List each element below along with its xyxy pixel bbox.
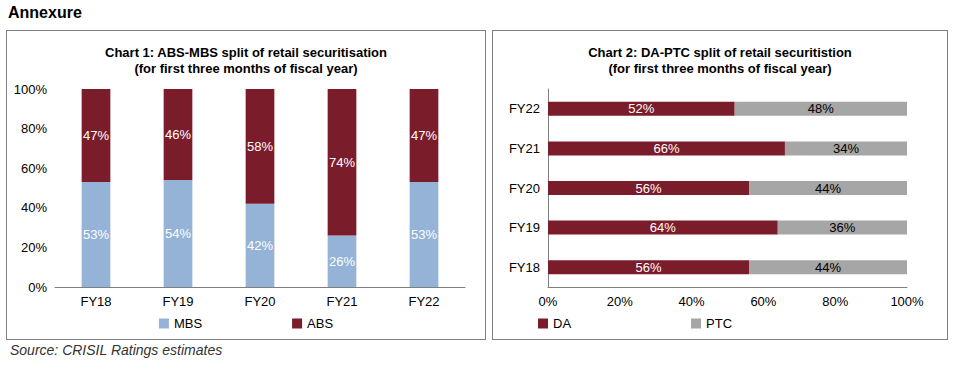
svg-text:FY20: FY20 (509, 181, 540, 196)
svg-text:80%: 80% (21, 121, 47, 136)
svg-text:26%: 26% (329, 254, 355, 269)
svg-text:0%: 0% (539, 294, 558, 309)
svg-text:44%: 44% (815, 260, 841, 275)
svg-text:47%: 47% (411, 128, 437, 143)
svg-text:48%: 48% (808, 101, 834, 116)
svg-text:53%: 53% (83, 227, 109, 242)
svg-text:80%: 80% (822, 294, 848, 309)
svg-text:FY19: FY19 (162, 294, 193, 309)
svg-text:44%: 44% (815, 181, 841, 196)
svg-text:FY21: FY21 (326, 294, 357, 309)
html-text:Annexure: Annexure (8, 4, 82, 21)
svg-text:100%: 100% (14, 82, 48, 97)
svg-text:MBS: MBS (174, 316, 203, 331)
svg-text:58%: 58% (247, 139, 273, 154)
svg-text:FY22: FY22 (408, 294, 439, 309)
svg-text:ABS: ABS (307, 316, 333, 331)
svg-text:64%: 64% (650, 220, 676, 235)
svg-text:74%: 74% (329, 155, 355, 170)
svg-text:53%: 53% (411, 227, 437, 242)
svg-text:100%: 100% (890, 294, 924, 309)
svg-text:PTC: PTC (706, 316, 732, 331)
svg-text:56%: 56% (636, 260, 662, 275)
svg-text:40%: 40% (679, 294, 705, 309)
svg-text:60%: 60% (750, 294, 776, 309)
svg-text:36%: 36% (829, 220, 855, 235)
svg-text:0%: 0% (28, 280, 47, 295)
svg-text:46%: 46% (165, 127, 191, 142)
svg-text:Chart 1: ABS-MBS split of reta: Chart 1: ABS-MBS split of retail securit… (105, 45, 387, 60)
svg-text:42%: 42% (247, 238, 273, 253)
svg-text:FY20: FY20 (244, 294, 275, 309)
svg-text:54%: 54% (165, 226, 191, 241)
html-text:Source: CRISIL Ratings estimat: Source: CRISIL Ratings estimates (10, 342, 223, 358)
svg-text:FY22: FY22 (509, 101, 540, 116)
svg-text:52%: 52% (628, 101, 654, 116)
svg-text:60%: 60% (21, 161, 47, 176)
svg-text:20%: 20% (21, 240, 47, 255)
svg-text:FY18: FY18 (80, 294, 111, 309)
svg-text:47%: 47% (83, 128, 109, 143)
svg-text:40%: 40% (21, 200, 47, 215)
svg-text:(for first three months of fis: (for first three months of fiscal year) (608, 61, 831, 76)
svg-text:20%: 20% (607, 294, 633, 309)
svg-text:DA: DA (553, 316, 571, 331)
svg-text:56%: 56% (636, 181, 662, 196)
svg-text:66%: 66% (653, 141, 679, 156)
svg-text:34%: 34% (833, 141, 859, 156)
svg-text:FY21: FY21 (509, 141, 540, 156)
svg-text:FY18: FY18 (509, 260, 540, 275)
svg-text:(for first three months of fis: (for first three months of fiscal year) (134, 61, 357, 76)
svg-text:Chart 2: DA-PTC split of retai: Chart 2: DA-PTC split of retail securiti… (588, 45, 852, 60)
svg-text:FY19: FY19 (509, 220, 540, 235)
